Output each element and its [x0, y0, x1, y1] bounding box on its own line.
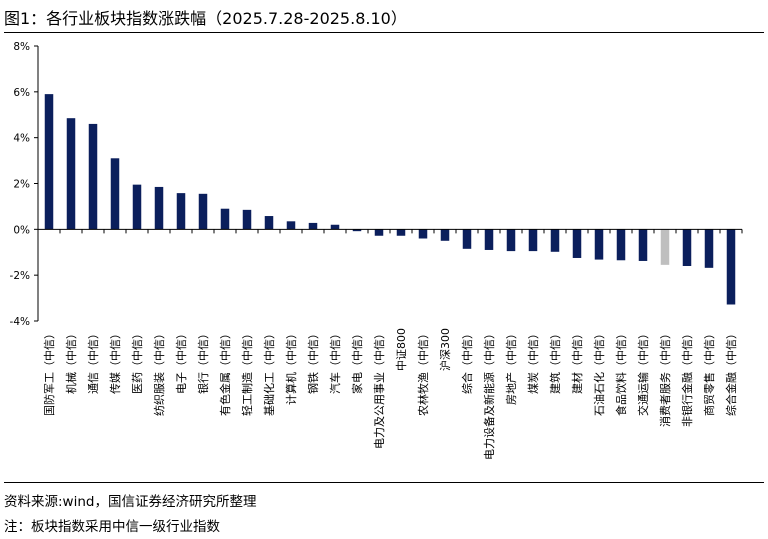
bars [44, 94, 736, 305]
bar [308, 222, 318, 230]
x-tick-label: 电力设备及新能源（中信） [482, 328, 496, 460]
bar [462, 229, 472, 249]
x-tick-label: 农林牧渔（中信） [416, 328, 430, 416]
y-tick-label: -2% [10, 270, 30, 282]
y-tick-label: 8% [13, 41, 30, 53]
y-axis: -4% -2% 0% 2% 4% 6% 8% [10, 41, 39, 328]
x-tick-label: 电子（中信） [175, 328, 188, 394]
x-tick-label: 纺织服装（中信） [152, 328, 166, 416]
bar [132, 184, 142, 230]
bar [176, 193, 186, 230]
x-tick-label: 商贸零售（中信） [702, 328, 716, 416]
x-tick-label: 电力及公用事业（中信） [373, 328, 386, 449]
bar [704, 229, 714, 268]
x-tick-label: 机械（中信） [64, 328, 78, 394]
x-tick-label: 国防军工（中信） [42, 328, 56, 416]
x-tick-label: 食品饮料（中信） [614, 328, 628, 416]
bar [154, 186, 164, 230]
bar [44, 94, 54, 230]
x-tick-label: 综合金融（中信） [724, 328, 738, 416]
x-tick-label: 中证800 [395, 328, 408, 371]
bar [726, 229, 736, 305]
y-tick-label: 4% [13, 133, 30, 145]
y-tick-label: 6% [13, 87, 30, 99]
bar-chart: -4% -2% 0% 2% 4% 6% 8% 国防军工（中信） 机械（中信） 通信（中信） 传媒（… [10, 41, 743, 460]
x-tick-label: 建筑（中信） [548, 328, 562, 394]
bar [682, 229, 692, 266]
x-tick-label: 家电（中信） [350, 328, 364, 394]
bar [550, 229, 560, 252]
x-tick-label: 通信（中信） [87, 328, 100, 394]
bar [528, 229, 538, 252]
bar [264, 216, 274, 230]
bar [616, 229, 626, 261]
x-tick-label: 医药（中信） [131, 328, 144, 394]
y-tick-label: -4% [10, 316, 30, 328]
bar [396, 229, 406, 236]
y-tick-label: 0% [13, 224, 30, 236]
x-tick-label: 沪深300 [438, 328, 452, 371]
bar [330, 224, 340, 230]
x-tick-label: 基础化工（中信） [262, 328, 276, 416]
bar [418, 229, 428, 239]
bar [198, 193, 208, 230]
x-tick-label: 交通运输（中信） [636, 328, 650, 416]
bar [220, 208, 230, 230]
x-tick-label: 有色金属（中信） [218, 328, 232, 416]
x-tick-label: 银行（中信） [196, 328, 210, 394]
x-tick-label: 非银行金融（中信） [680, 328, 694, 427]
x-tick-label: 房地产（中信） [504, 328, 518, 405]
x-tick-label: 消费者服务（中信） [658, 328, 672, 427]
bar [66, 118, 76, 230]
x-tick-label: 石油石化（中信） [592, 328, 606, 416]
footnote: 注：板块指数采用中信一级行业指数 [4, 519, 220, 535]
bottom-rule [4, 482, 764, 483]
bar [110, 158, 120, 230]
bar [660, 229, 670, 265]
x-tick-label: 轻工制造（中信） [240, 328, 254, 416]
bar [572, 229, 582, 258]
x-axis-labels: 国防军工（中信） 机械（中信） 通信（中信） 传媒（中信） 医药（中信） 纺织服装（中信）… [42, 328, 738, 460]
source-note: 资料来源:wind，国信证券经济研究所整理 [4, 494, 257, 510]
x-tick-label: 汽车（中信） [328, 328, 342, 394]
x-axis [37, 228, 743, 234]
y-tick-label: 2% [13, 179, 30, 191]
bar [242, 209, 252, 230]
top-rule [4, 32, 764, 33]
x-tick-label: 传媒（中信） [109, 328, 122, 394]
bar [484, 229, 494, 250]
x-tick-label: 煤炭（中信） [527, 328, 540, 394]
bar [286, 221, 296, 230]
bar [88, 123, 98, 230]
x-tick-label: 钢铁（中信） [307, 328, 320, 394]
bar [594, 229, 604, 260]
bar [506, 229, 516, 252]
figure-title: 图1：各行业板块指数涨跌幅（2025.7.28-2025.8.10） [4, 9, 407, 28]
bar [374, 229, 384, 236]
x-tick-label: 计算机（中信） [284, 328, 298, 405]
x-tick-label: 综合（中信） [460, 328, 474, 394]
bar [638, 229, 648, 261]
bar [352, 229, 362, 232]
bar [440, 229, 450, 241]
x-tick-label: 建材（中信） [570, 328, 584, 394]
